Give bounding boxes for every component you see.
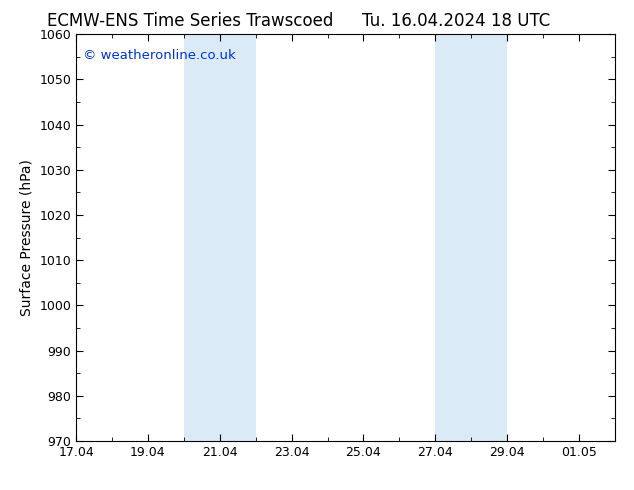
Bar (436, 34, 507, 441)
Text: Tu. 16.04.2024 18 UTC: Tu. 16.04.2024 18 UTC (363, 12, 550, 30)
Y-axis label: Surface Pressure (hPa): Surface Pressure (hPa) (20, 159, 34, 316)
Bar (184, 34, 256, 441)
Text: © weatheronline.co.uk: © weatheronline.co.uk (82, 49, 235, 62)
Text: ECMW-ENS Time Series Trawscoed: ECMW-ENS Time Series Trawscoed (47, 12, 333, 30)
